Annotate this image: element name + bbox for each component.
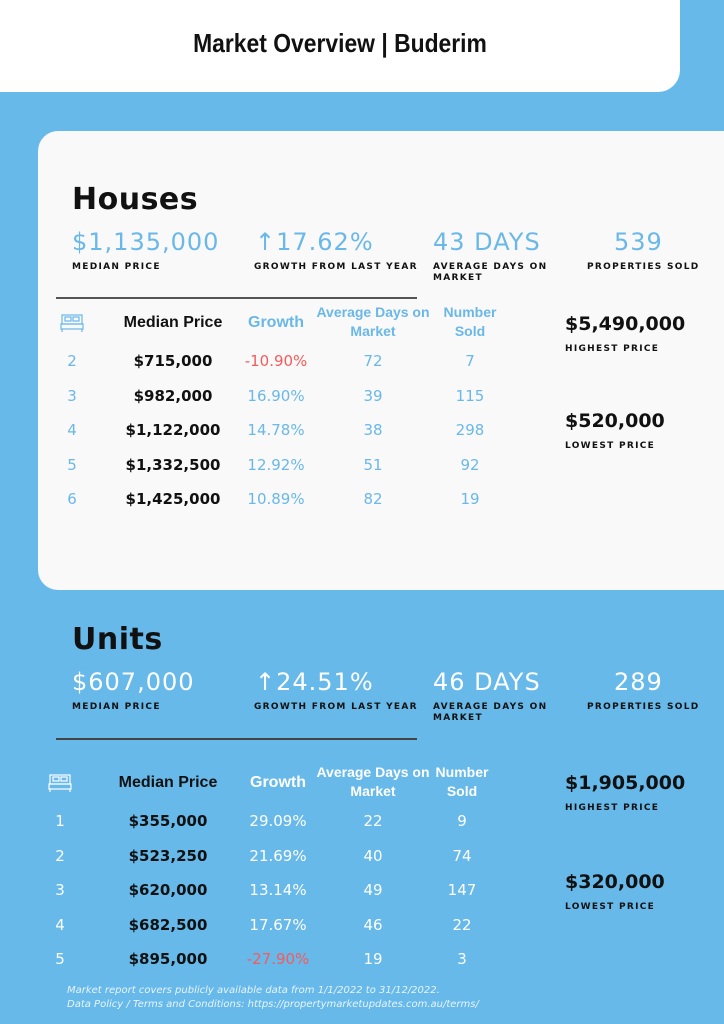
units-avg-days: 46 DAYS (433, 668, 541, 696)
houses-lowest-price: $520,000 (565, 410, 665, 432)
row-avg-days: 39 (363, 386, 383, 405)
units-sold-label: PROPERTIES SOLD (587, 702, 700, 712)
units-heading: Units (72, 622, 163, 657)
row-number-sold: 19 (460, 490, 480, 508)
row-beds: 4 (55, 915, 65, 934)
houses-divider (56, 297, 417, 299)
units-median-label: MEDIAN PRICE (72, 702, 161, 712)
title-bar (0, 0, 680, 92)
row-number-sold: 3 (457, 950, 467, 968)
row-avg-days: 51 (363, 455, 383, 474)
row-number-sold: 147 (447, 881, 477, 899)
row-beds: 5 (67, 455, 77, 474)
row-median-price: $1,425,000 (125, 490, 221, 508)
units-lowest-price: $320,000 (565, 871, 665, 893)
header-median-price: Median Price (118, 774, 218, 791)
header-growth: Growth (248, 314, 304, 331)
row-beds: 6 (67, 490, 77, 508)
row-growth: 14.78% (247, 421, 305, 439)
row-median-price: $1,332,500 (125, 455, 221, 474)
houses-days-label: AVERAGE DAYS ON MARKET (433, 262, 548, 283)
houses-highest-label: HIGHEST PRICE (565, 344, 660, 354)
footer-terms: Data Policy / Terms and Conditions: http… (67, 999, 479, 1010)
row-avg-days: 49 (363, 881, 383, 899)
row-avg-days: 46 (363, 915, 383, 934)
row-median-price: $715,000 (133, 352, 213, 370)
row-number-sold: 9 (457, 812, 467, 830)
row-growth: -27.90% (246, 950, 310, 968)
row-beds: 3 (67, 386, 77, 405)
houses-card (38, 131, 724, 590)
units-highest-label: HIGHEST PRICE (565, 803, 660, 813)
footer-note: Market report covers publicly available … (67, 985, 440, 996)
row-avg-days: 19 (363, 950, 383, 968)
page-title: Market Overview | Buderim (193, 28, 487, 58)
row-avg-days: 82 (363, 490, 383, 508)
houses-growth-label: GROWTH FROM LAST YEAR (254, 262, 418, 272)
row-growth: -10.90% (244, 352, 308, 370)
row-beds: 1 (55, 812, 65, 830)
header-growth: Growth (250, 774, 306, 791)
row-avg-days: 72 (363, 352, 383, 370)
row-median-price: $982,000 (133, 386, 213, 405)
row-number-sold: 298 (455, 421, 485, 439)
houses-heading: Houses (72, 182, 199, 217)
row-median-price: $682,500 (128, 915, 208, 934)
row-number-sold: 7 (465, 352, 475, 370)
units-properties-sold: 289 (614, 668, 663, 696)
row-median-price: $895,000 (128, 950, 208, 968)
units-growth-label: GROWTH FROM LAST YEAR (254, 702, 418, 712)
row-beds: 4 (67, 421, 77, 439)
row-growth: 29.09% (249, 812, 307, 830)
bed-icon (48, 773, 72, 793)
houses-highest-price: $5,490,000 (565, 313, 686, 335)
row-median-price: $620,000 (128, 881, 208, 899)
header-avg-days: Average Days on Market (316, 764, 430, 799)
row-beds: 2 (67, 352, 77, 370)
houses-properties-sold: 539 (614, 228, 663, 256)
row-number-sold: 92 (460, 455, 480, 474)
row-median-price: $523,250 (128, 846, 208, 865)
header-number-sold: Number Sold (435, 764, 489, 799)
units-growth: ↑24.51% (255, 668, 374, 696)
header-avg-days: Average Days on Market (316, 304, 430, 339)
row-growth: 12.92% (247, 455, 305, 474)
row-avg-days: 22 (363, 812, 383, 830)
row-number-sold: 22 (452, 915, 472, 934)
header-median-price: Median Price (123, 314, 223, 331)
row-growth: 16.90% (247, 386, 305, 405)
units-lowest-label: LOWEST PRICE (565, 902, 656, 912)
houses-lowest-label: LOWEST PRICE (565, 441, 656, 451)
houses-avg-days: 43 DAYS (433, 228, 541, 256)
units-median-price: $607,000 (72, 668, 195, 696)
row-avg-days: 40 (363, 846, 383, 865)
row-growth: 13.14% (249, 881, 307, 899)
houses-median-price: $1,135,000 (72, 228, 220, 256)
row-growth: 21.69% (249, 846, 307, 865)
row-avg-days: 38 (363, 421, 383, 439)
row-growth: 17.67% (249, 915, 307, 934)
header-number-sold: Number Sold (443, 304, 497, 339)
row-beds: 2 (55, 846, 65, 865)
row-number-sold: 74 (452, 846, 472, 865)
houses-median-label: MEDIAN PRICE (72, 262, 161, 272)
houses-sold-label: PROPERTIES SOLD (587, 262, 700, 272)
row-number-sold: 115 (455, 386, 485, 405)
units-divider (56, 738, 417, 740)
bed-icon (60, 313, 84, 333)
row-growth: 10.89% (247, 490, 305, 508)
units-days-label: AVERAGE DAYS ON MARKET (433, 702, 548, 723)
row-beds: 5 (55, 950, 65, 968)
row-median-price: $1,122,000 (125, 421, 221, 439)
houses-growth: ↑17.62% (255, 228, 374, 256)
units-highest-price: $1,905,000 (565, 772, 686, 794)
row-beds: 3 (55, 881, 65, 899)
row-median-price: $355,000 (128, 812, 208, 830)
